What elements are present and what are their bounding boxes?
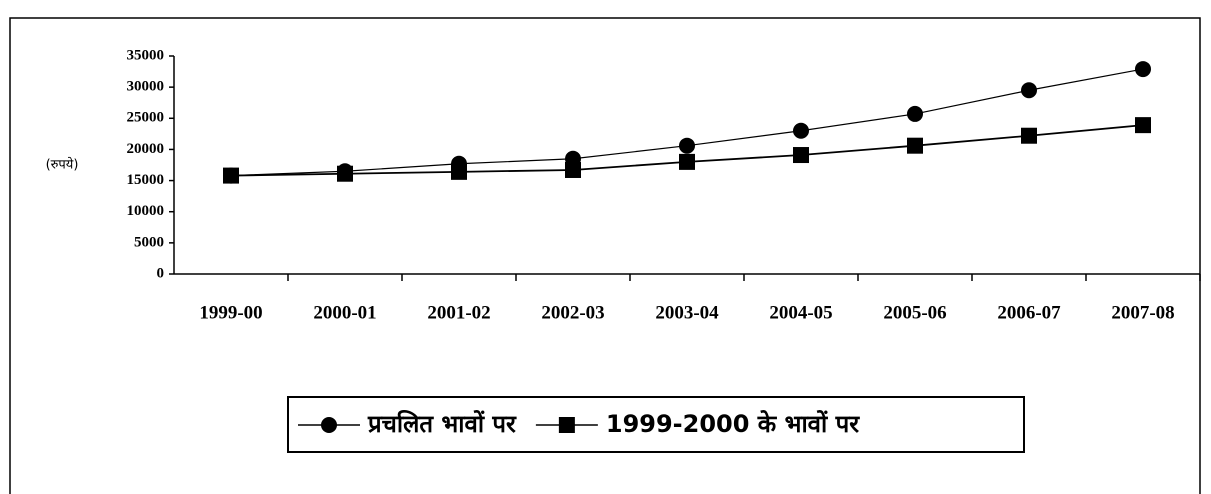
legend-marker bbox=[558, 417, 575, 433]
y-tick-label: 25000 bbox=[127, 110, 165, 126]
data-point bbox=[565, 161, 581, 178]
data-point bbox=[337, 165, 353, 182]
data-point bbox=[793, 147, 809, 164]
y-tick-label: 0 bbox=[157, 265, 165, 281]
x-tick-label: 1999-00 bbox=[199, 302, 262, 323]
data-point bbox=[451, 163, 467, 180]
data-point bbox=[1021, 127, 1037, 144]
data-point bbox=[1021, 82, 1037, 99]
data-point bbox=[679, 137, 695, 154]
x-tick-label: 2005-06 bbox=[883, 302, 946, 323]
legend-label: प्रचलित भावों पर bbox=[367, 410, 517, 438]
data-point bbox=[223, 167, 239, 184]
legend-box bbox=[287, 396, 1025, 453]
data-point bbox=[793, 122, 809, 139]
y-tick-label: 5000 bbox=[134, 234, 164, 250]
data-point bbox=[1135, 117, 1151, 134]
data-point bbox=[679, 153, 695, 170]
x-tick-label: 2003-04 bbox=[655, 302, 719, 323]
y-axis-label: (रुपये) bbox=[46, 157, 79, 173]
chart-frame bbox=[9, 17, 1201, 494]
y-tick-label: 30000 bbox=[127, 79, 165, 95]
y-tick-label: 20000 bbox=[127, 141, 165, 157]
data-point bbox=[907, 137, 923, 154]
x-tick-label: 2004-05 bbox=[769, 302, 832, 323]
y-tick-label: 15000 bbox=[127, 172, 165, 188]
x-tick-label: 2001-02 bbox=[427, 302, 490, 323]
x-tick-label: 2006-07 bbox=[997, 302, 1061, 323]
legend-marker bbox=[321, 417, 337, 433]
x-tick-label: 2000-01 bbox=[313, 302, 376, 323]
legend-label: 1999-2000 के भावों पर bbox=[606, 410, 860, 438]
data-point bbox=[1135, 61, 1151, 78]
x-tick-label: 2002-03 bbox=[541, 302, 604, 323]
y-tick-label: 10000 bbox=[127, 203, 165, 219]
y-tick-label: 35000 bbox=[127, 47, 165, 63]
data-point bbox=[907, 105, 923, 122]
x-tick-label: 2007-08 bbox=[1111, 302, 1174, 323]
